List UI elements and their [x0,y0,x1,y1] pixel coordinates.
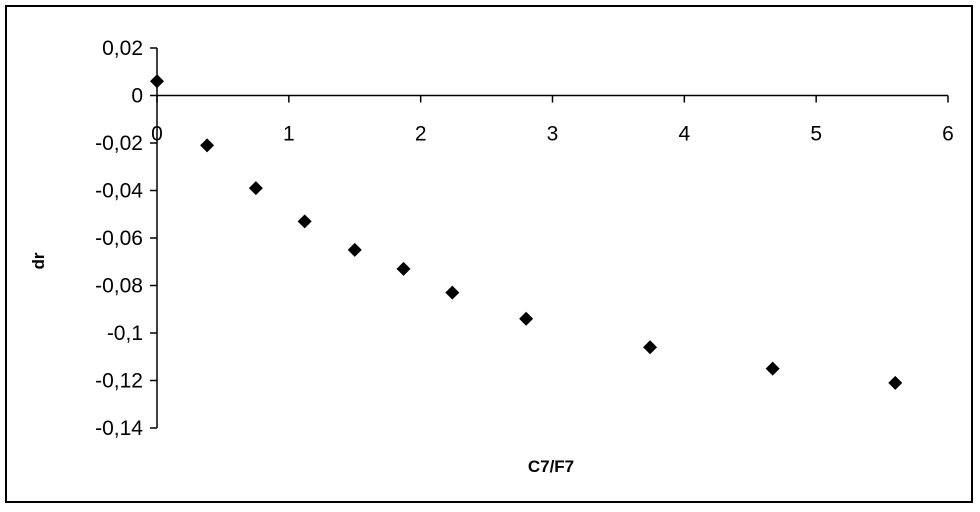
data-point [765,361,780,376]
data-point [150,74,164,89]
data-point [347,242,362,257]
data-point [297,214,312,229]
data-point [445,285,460,300]
x-tick-label: 6 [942,123,954,146]
data-points [150,74,903,390]
x-tick-label: 1 [283,123,295,146]
y-tick-label: -0,06 [95,227,143,250]
y-tick-label: -0,1 [107,322,143,345]
data-point [200,138,215,153]
chart-frame [5,5,973,503]
data-point [519,311,534,326]
y-axis-title: dr [29,252,48,269]
data-point [248,181,263,196]
data-point [396,261,411,276]
x-tick-label: 5 [810,123,822,146]
data-point [643,340,658,355]
x-tick-label: 4 [678,123,690,146]
y-tick-label: -0,14 [95,417,143,440]
data-point [888,375,903,390]
axes [156,48,948,428]
y-tick-label: -0,04 [95,180,143,203]
x-tick-label: 2 [415,123,427,146]
y-tick-label: -0,02 [95,132,143,155]
ticks: 0,02 0 -0,02 -0,04 -0,06 -0,08 -0,1 -0,12 -0,14 0… [95,37,954,440]
x-tick-label: 0 [151,123,163,146]
x-axis-title: C7/F7 [528,457,574,476]
y-tick-label: -0,08 [95,275,143,298]
y-tick-label: -0,12 [95,370,143,393]
y-tick-label: 0,02 [102,37,143,60]
y-tick-label: 0 [131,85,143,108]
x-tick-label: 3 [547,123,559,146]
